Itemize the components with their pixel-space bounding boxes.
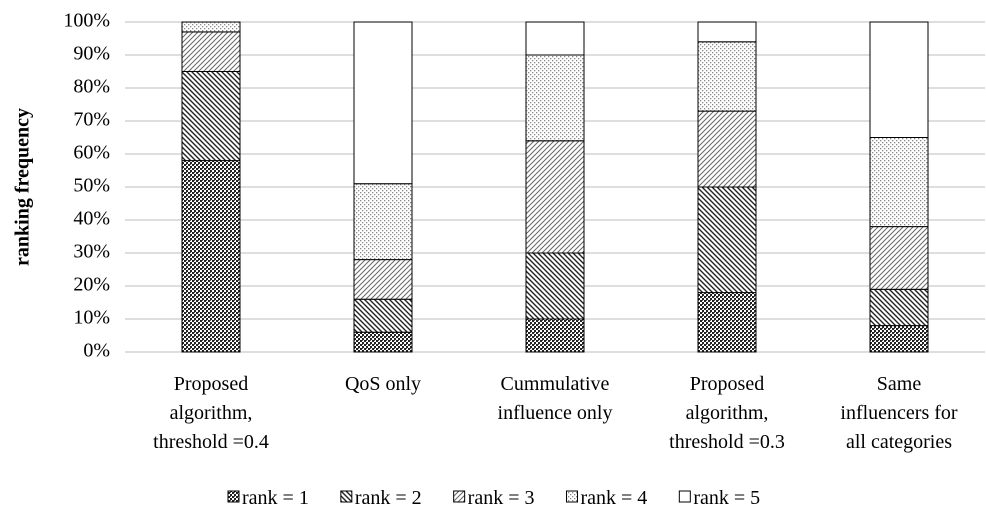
legend-label: rank = 5: [693, 487, 760, 509]
x-tick-label: Proposed algorithm, threshold =0.3: [669, 373, 785, 453]
bar-segment: [697, 21, 757, 43]
x-tick-label: Proposed algorithm, threshold =0.4: [153, 373, 269, 453]
legend-swatch: [453, 490, 466, 503]
y-axis-label: ranking frequency: [12, 108, 34, 266]
bar-segment: [353, 298, 413, 333]
bar-segment: [869, 137, 929, 228]
bar-segment: [181, 21, 241, 33]
y-tick-label: 70%: [73, 109, 110, 131]
bar-segment: [525, 21, 585, 56]
legend-swatch: [565, 490, 578, 503]
y-tick-label: 10%: [73, 307, 110, 329]
bar-segment: [525, 252, 585, 320]
x-tick-label-line: Cummulative: [501, 373, 610, 395]
x-tick-label-line: threshold =0.3: [669, 431, 785, 453]
y-tick-label: 100%: [63, 10, 110, 32]
bar-segment: [697, 110, 757, 188]
x-tick-label: Cummulative influence only: [498, 373, 613, 424]
x-tick-label-line: algorithm,: [686, 402, 769, 424]
y-tick-label: 50%: [73, 175, 110, 197]
legend-swatch: [678, 490, 691, 503]
bar-segment: [697, 186, 757, 294]
bar-segment: [869, 288, 929, 327]
legend-swatch: [340, 490, 353, 503]
x-tick-label-line: threshold =0.4: [153, 431, 269, 453]
bar-segment: [353, 331, 413, 353]
bar-segment: [353, 21, 413, 185]
bar-segment: [869, 21, 929, 138]
x-tick-label-line: Same: [877, 373, 922, 395]
bar-segment: [181, 31, 241, 72]
bar-segment: [525, 140, 585, 254]
bar-segment: [181, 71, 241, 162]
legend-label: rank = 3: [468, 487, 535, 509]
bar-segment: [869, 325, 929, 353]
x-tick-label-line: influencers for: [840, 402, 958, 424]
y-tick-label: 80%: [73, 76, 110, 98]
x-tick-label: Same influencers for all categories: [840, 373, 958, 453]
y-tick-label: 30%: [73, 241, 110, 263]
y-tick-label: 40%: [73, 208, 110, 230]
bar-segment: [869, 226, 929, 290]
bar-segment: [353, 259, 413, 300]
x-tick-label-line: Proposed: [690, 373, 764, 395]
legend-label: rank = 4: [580, 487, 647, 509]
bar-segment: [181, 160, 241, 353]
y-tick-label: 20%: [73, 274, 110, 296]
y-tick-label: 60%: [73, 142, 110, 164]
bar-segment: [353, 183, 413, 261]
y-tick-label: 90%: [73, 43, 110, 65]
x-tick-label-line: all categories: [846, 431, 952, 453]
bar-segment: [697, 41, 757, 112]
bar-segment: [525, 318, 585, 353]
x-tick-label-line: algorithm,: [170, 402, 253, 424]
x-tick-label-line: QoS only: [345, 373, 421, 395]
x-tick-label: QoS only: [345, 373, 421, 395]
legend-label: rank = 1: [242, 487, 309, 509]
legend-swatch: [227, 490, 240, 503]
bar-segment: [697, 292, 757, 353]
x-tick-label-line: Proposed: [174, 373, 248, 395]
legend-label: rank = 2: [355, 487, 422, 509]
bar-segment: [525, 54, 585, 142]
x-tick-label-line: influence only: [498, 402, 613, 424]
y-tick-label: 0%: [83, 340, 110, 362]
